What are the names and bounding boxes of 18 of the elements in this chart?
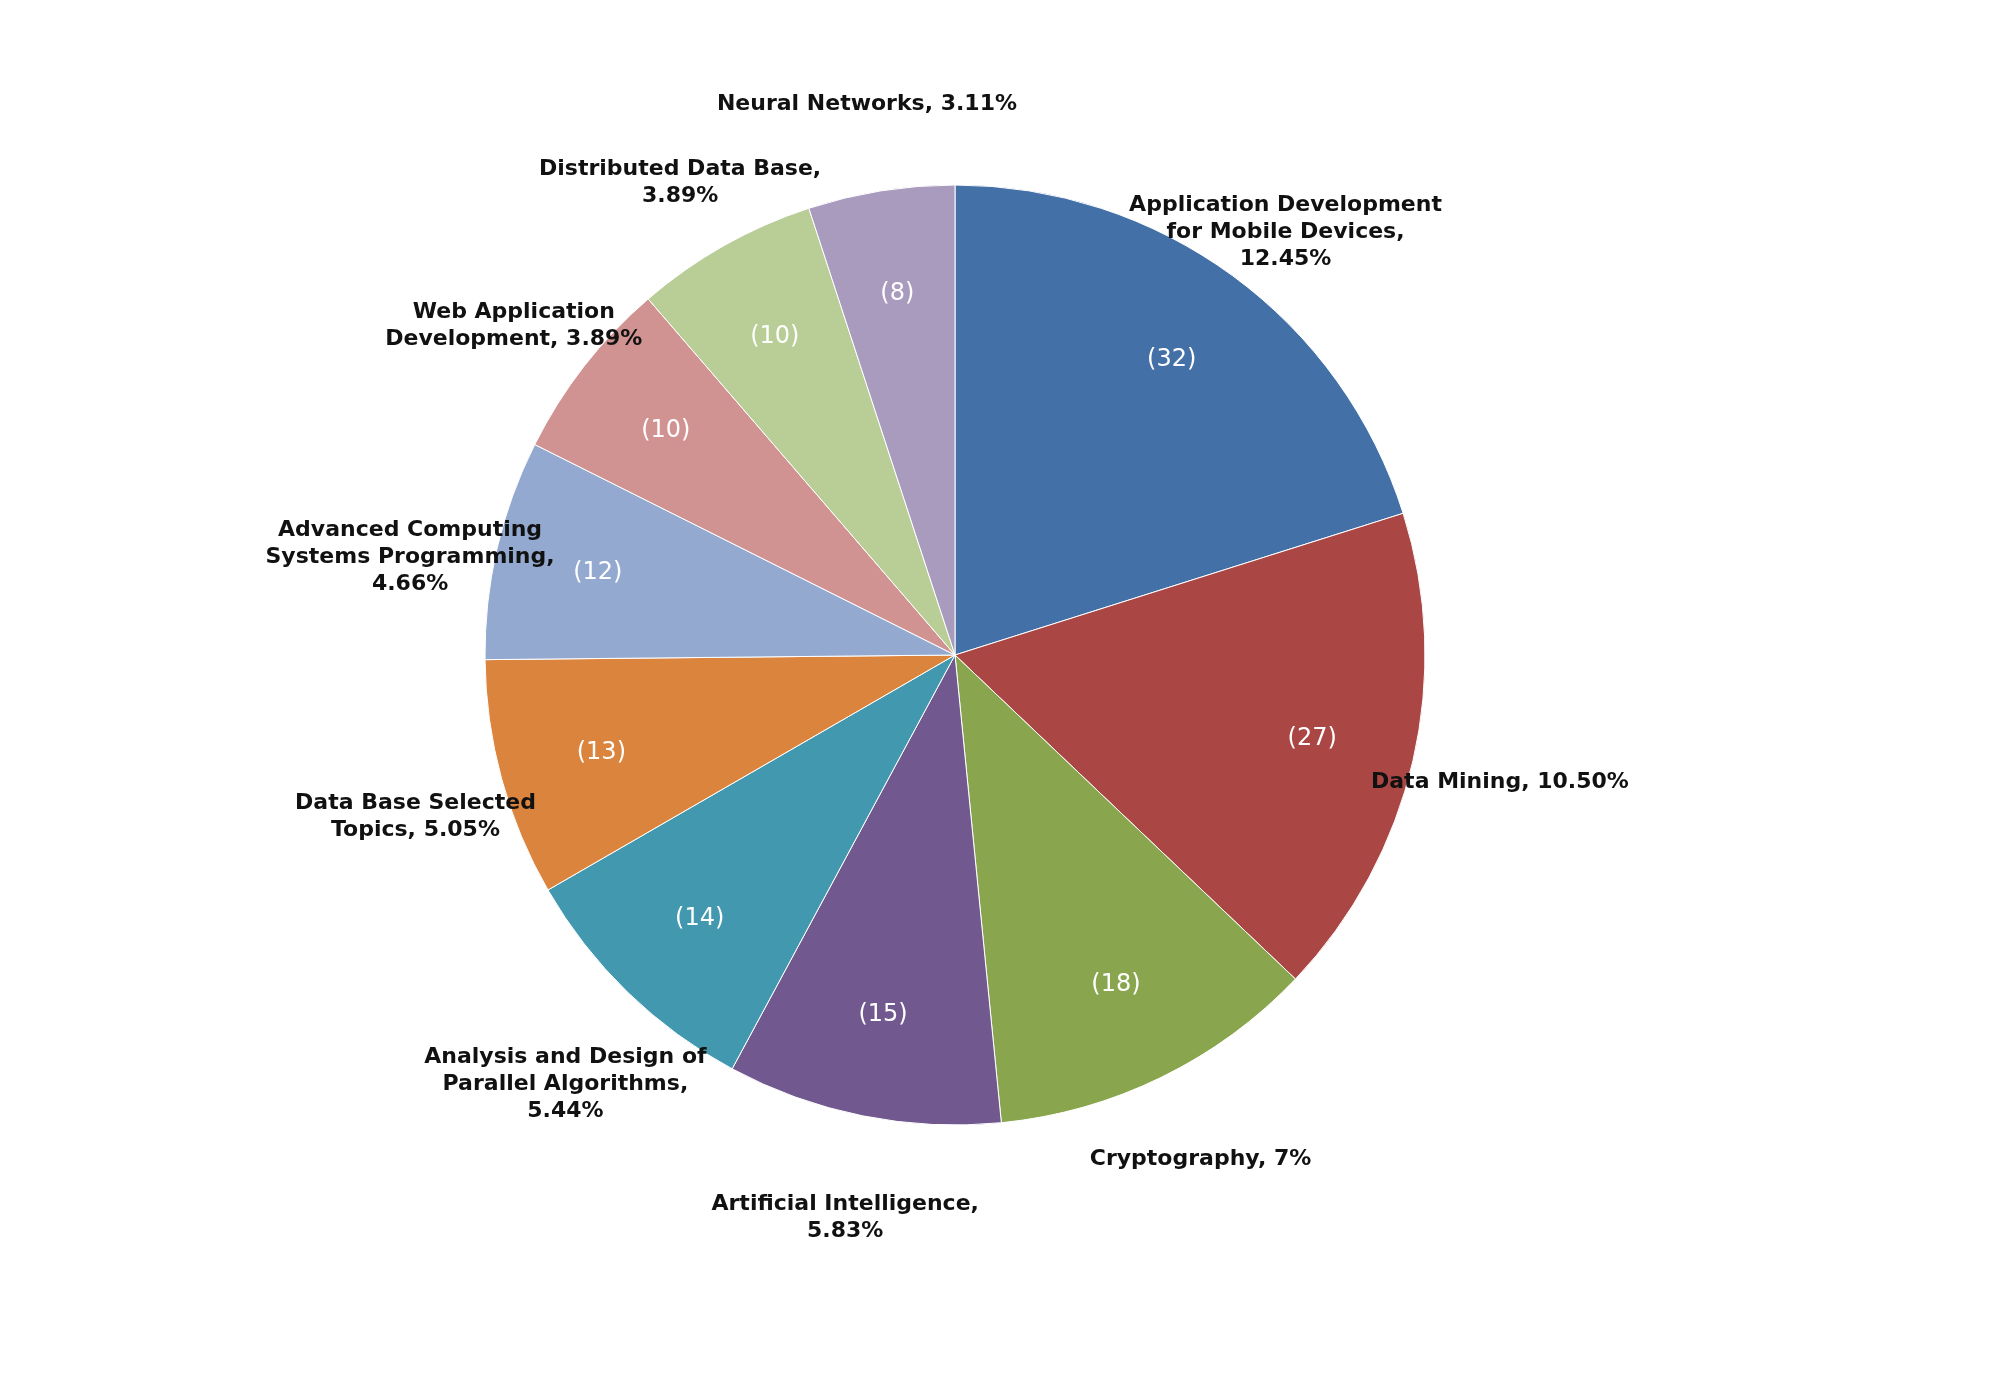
data-label: (32)	[1147, 344, 1197, 373]
slice-label: Web Application Development, 3.89%	[385, 298, 643, 351]
data-label: (14)	[675, 903, 725, 932]
data-label: (18)	[1091, 969, 1141, 998]
slice-label: Neural Networks, 3.11%	[716, 89, 1018, 115]
data-label: (12)	[573, 557, 623, 586]
slice-label: Distributed Data Base, 3.89%	[539, 154, 822, 207]
slice-label: Application Development for Mobile Devices, 12.45%	[1129, 190, 1443, 270]
slice-label: Advanced Computing Systems Programming, 4.66%	[265, 516, 555, 596]
data-label: (27)	[1287, 722, 1337, 751]
data-label: (8)	[880, 277, 915, 306]
slice-label: Artificial Intelligence, 5.83%	[711, 1190, 979, 1243]
data-label: (10)	[641, 414, 691, 443]
data-label: (15)	[858, 999, 908, 1028]
data-label: (10)	[750, 320, 800, 349]
slice-label: Cryptography, 7%	[1089, 1144, 1312, 1170]
slice-label: Analysis and Design of Parallel Algorithms, 5.44%	[424, 1043, 707, 1123]
data-label: (13)	[576, 736, 626, 765]
